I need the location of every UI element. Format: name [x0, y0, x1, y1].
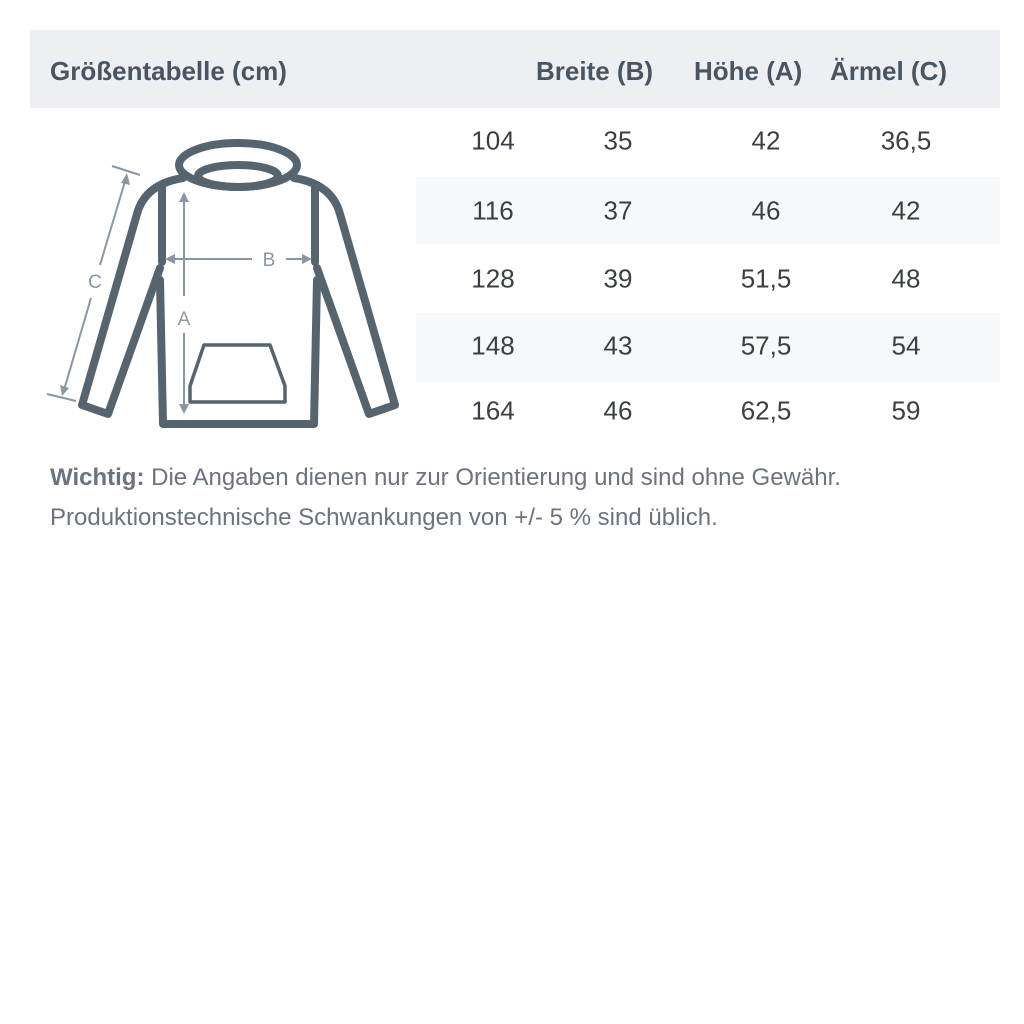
- table-title: Größentabelle (cm): [50, 56, 287, 86]
- hoodie-diagram: A B C: [46, 139, 399, 428]
- note-strong: Wichtig:: [50, 464, 145, 491]
- note-line2: Produktionstechnische Schwankungen von +…: [50, 504, 718, 531]
- cell-hoehe: 51,5: [740, 263, 792, 294]
- column-header-hoehe: Höhe (A): [694, 56, 803, 86]
- table-header: Größentabelle (cm) Breite (B) Höhe (A) Ä…: [30, 30, 1000, 108]
- pocket: [188, 343, 287, 404]
- cell-hoehe: 42: [751, 125, 781, 156]
- column-header-aermel: Ärmel (C): [830, 56, 948, 86]
- cell-hoehe: 57,5: [740, 330, 792, 361]
- cell-aermel: 59: [891, 395, 921, 426]
- cell-hoehe: 46: [751, 195, 781, 226]
- note-line1: Die Angaben dienen nur zur Orientierung …: [144, 464, 841, 491]
- cell-aermel: 36,5: [880, 125, 932, 156]
- cell-size: 128: [471, 263, 515, 294]
- label-c: C: [88, 272, 102, 293]
- cell-size: 148: [471, 330, 515, 361]
- row-stripe: [416, 177, 1000, 244]
- cell-breite: 46: [603, 395, 633, 426]
- row-stripe: [416, 313, 1000, 382]
- column-header-breite: Breite (B): [536, 56, 654, 86]
- label-a: A: [178, 309, 191, 330]
- cell-aermel: 54: [891, 330, 921, 361]
- cell-aermel: 48: [891, 263, 921, 294]
- cell-size: 104: [471, 125, 515, 156]
- body-outline: [156, 182, 321, 428]
- cell-breite: 35: [603, 125, 633, 156]
- cell-size: 164: [471, 395, 515, 426]
- cell-breite: 39: [603, 263, 633, 294]
- right-sleeve: [290, 174, 399, 418]
- label-b: B: [263, 250, 276, 271]
- cell-breite: 43: [603, 330, 633, 361]
- disclaimer-note: Wichtig: Die Angaben dienen nur zur Orie…: [50, 458, 841, 538]
- hood-inner: [194, 161, 282, 191]
- cell-hoehe: 62,5: [740, 395, 792, 426]
- cell-size: 116: [472, 195, 514, 226]
- cell-breite: 37: [603, 195, 633, 226]
- left-sleeve: [78, 174, 187, 418]
- cell-aermel: 42: [891, 195, 921, 226]
